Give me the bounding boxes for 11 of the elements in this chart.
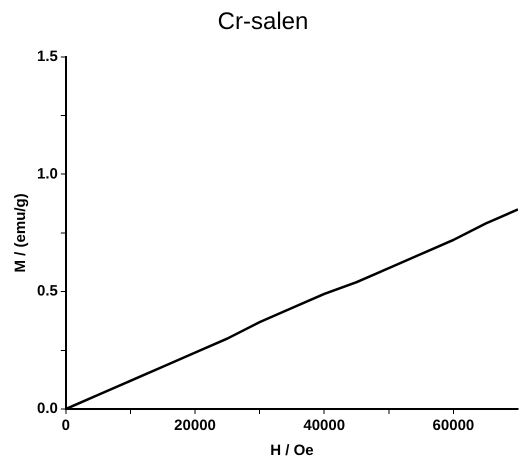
- x-tick-label: 60000: [432, 417, 474, 434]
- x-tick-label: 0: [62, 417, 70, 434]
- y-tick-label: 0.5: [36, 282, 58, 300]
- y-tick-label: 0.0: [36, 400, 58, 418]
- x-tick-label: 40000: [303, 417, 346, 434]
- y-tick-label: 1.5: [36, 48, 58, 65]
- x-axis-title: H / Oe: [270, 442, 314, 460]
- y-tick-label: 1.0: [36, 165, 58, 182]
- chart-title: Cr-salen: [218, 8, 308, 36]
- y-axis-title: M / (emu/g): [12, 193, 30, 272]
- x-tick-label: 20000: [174, 417, 216, 434]
